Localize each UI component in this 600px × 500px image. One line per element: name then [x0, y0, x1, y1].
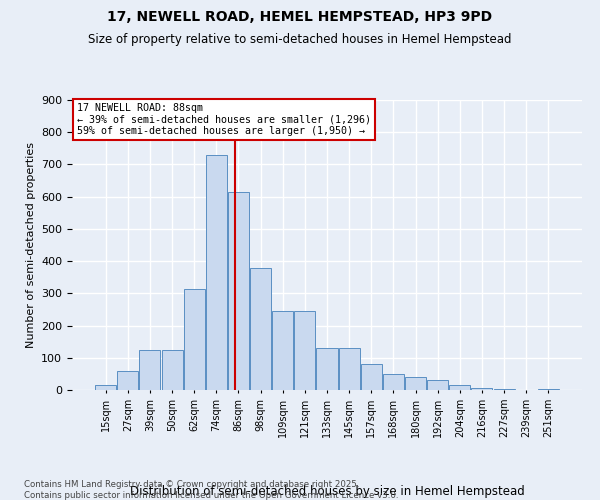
Bar: [449, 385, 470, 390]
Bar: [427, 380, 448, 390]
Bar: [316, 348, 338, 390]
Text: Contains HM Land Registry data © Crown copyright and database right 2025.
Contai: Contains HM Land Registry data © Crown c…: [24, 480, 398, 500]
Bar: [472, 388, 493, 390]
Bar: [383, 374, 404, 390]
Bar: [250, 268, 271, 390]
Bar: [95, 385, 116, 390]
Bar: [206, 155, 227, 390]
Bar: [338, 348, 359, 390]
Bar: [161, 350, 182, 390]
Bar: [272, 311, 293, 390]
Text: Size of property relative to semi-detached houses in Hemel Hempstead: Size of property relative to semi-detach…: [88, 32, 512, 46]
Bar: [139, 350, 160, 390]
Bar: [361, 364, 382, 390]
Text: 17 NEWELL ROAD: 88sqm
← 39% of semi-detached houses are smaller (1,296)
59% of s: 17 NEWELL ROAD: 88sqm ← 39% of semi-deta…: [77, 103, 371, 136]
Bar: [295, 311, 316, 390]
Bar: [405, 377, 426, 390]
Bar: [228, 192, 249, 390]
Bar: [494, 389, 515, 390]
Bar: [184, 288, 205, 390]
Text: Distribution of semi-detached houses by size in Hemel Hempstead: Distribution of semi-detached houses by …: [130, 484, 524, 498]
Bar: [118, 370, 139, 390]
Y-axis label: Number of semi-detached properties: Number of semi-detached properties: [26, 142, 35, 348]
Text: 17, NEWELL ROAD, HEMEL HEMPSTEAD, HP3 9PD: 17, NEWELL ROAD, HEMEL HEMPSTEAD, HP3 9P…: [107, 10, 493, 24]
